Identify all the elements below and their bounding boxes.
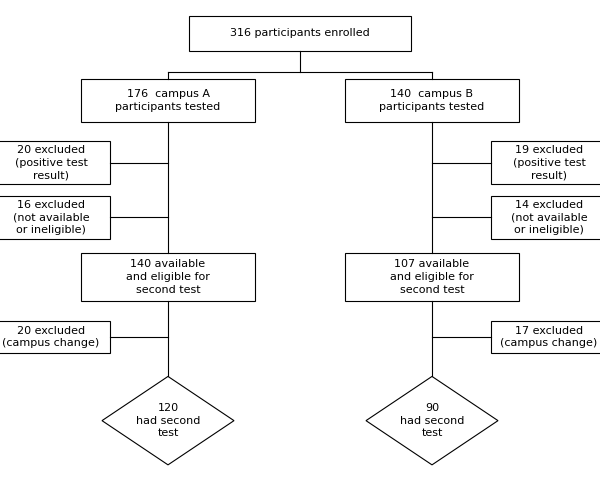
FancyBboxPatch shape: [345, 253, 519, 301]
Polygon shape: [102, 377, 234, 465]
FancyBboxPatch shape: [81, 79, 255, 122]
FancyBboxPatch shape: [491, 141, 600, 184]
Text: 16 excluded
(not available
or ineligible): 16 excluded (not available or ineligible…: [13, 200, 89, 235]
Text: 20 excluded
(campus change): 20 excluded (campus change): [2, 326, 100, 348]
Text: 107 available
and eligible for
second test: 107 available and eligible for second te…: [390, 260, 474, 295]
FancyBboxPatch shape: [345, 79, 519, 122]
Text: 14 excluded
(not available
or ineligible): 14 excluded (not available or ineligible…: [511, 200, 587, 235]
FancyBboxPatch shape: [0, 141, 110, 184]
FancyBboxPatch shape: [81, 253, 255, 301]
Text: 19 excluded
(positive test
result): 19 excluded (positive test result): [512, 145, 586, 180]
FancyBboxPatch shape: [0, 196, 110, 239]
Text: 176  campus A
participants tested: 176 campus A participants tested: [115, 89, 221, 112]
Text: 140 available
and eligible for
second test: 140 available and eligible for second te…: [126, 260, 210, 295]
FancyBboxPatch shape: [491, 321, 600, 353]
Polygon shape: [366, 377, 498, 465]
FancyBboxPatch shape: [491, 196, 600, 239]
Text: 140  campus B
participants tested: 140 campus B participants tested: [379, 89, 485, 112]
FancyBboxPatch shape: [189, 16, 411, 51]
Text: 17 excluded
(campus change): 17 excluded (campus change): [500, 326, 598, 348]
Text: 20 excluded
(positive test
result): 20 excluded (positive test result): [14, 145, 88, 180]
Text: 316 participants enrolled: 316 participants enrolled: [230, 29, 370, 38]
Text: 90
had second
test: 90 had second test: [400, 403, 464, 438]
Text: 120
had second
test: 120 had second test: [136, 403, 200, 438]
FancyBboxPatch shape: [0, 321, 110, 353]
